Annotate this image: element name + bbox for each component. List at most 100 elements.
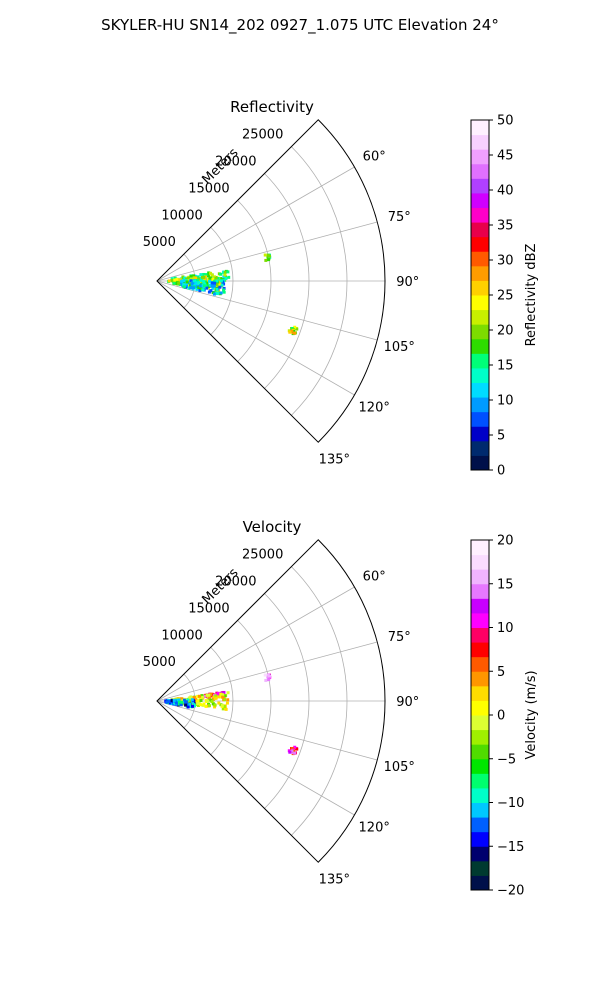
colorbar-band-3 — [471, 411, 489, 427]
echo-cluster-3 — [180, 278, 226, 296]
echo-gate — [199, 273, 203, 277]
colorbar-band-17 — [471, 207, 489, 223]
colorbar-band-12 — [471, 280, 489, 296]
echo-gate — [206, 274, 210, 278]
velocity-echoes — [164, 673, 299, 756]
echo-gate — [213, 705, 217, 709]
echo-gate — [215, 279, 219, 283]
colorbar-band-9 — [471, 744, 489, 760]
echo-gate — [175, 277, 179, 281]
echo-gate — [183, 276, 187, 280]
radial-tick-label-3: 20000 — [215, 155, 256, 170]
echo-gate — [221, 277, 225, 281]
echo-gate — [203, 275, 207, 279]
echo-gate — [223, 273, 227, 277]
colorbar-band-10 — [471, 309, 489, 325]
echo-gate — [205, 286, 209, 290]
azimuth-tick-label-2: 90° — [396, 695, 419, 710]
echo-gate — [195, 284, 199, 288]
echo-gate — [198, 288, 202, 292]
colorbar-tick-label-2: −10 — [497, 796, 524, 811]
echo-gate — [208, 696, 212, 700]
echo-gate — [167, 700, 171, 704]
echo-gate — [222, 270, 226, 274]
colorbar-band-22 — [471, 554, 489, 570]
echo-gate — [195, 282, 199, 286]
echo-gate — [222, 282, 226, 286]
echo-gate — [207, 704, 211, 708]
echo-gate — [202, 286, 206, 290]
echo-gate — [227, 275, 231, 279]
echo-cluster-3 — [164, 698, 196, 709]
colorbar-tick-label-1: 5 — [497, 429, 505, 444]
echo-gate — [167, 279, 171, 283]
echo-gate — [173, 276, 177, 280]
echo-gate — [203, 282, 207, 286]
figure-title: SKYLER-HU SN14_202 0927_1.075 UTC Elevat… — [101, 16, 499, 34]
echo-gate — [192, 703, 196, 707]
colorbar-tick-label-2: 10 — [497, 394, 514, 409]
echo-gate — [184, 700, 188, 704]
radial-tick-label-0: 5000 — [143, 655, 176, 670]
colorbar-band-16 — [471, 642, 489, 658]
colorbar-band-5 — [471, 802, 489, 818]
radial-tick-label-2: 15000 — [188, 601, 229, 616]
echo-gate — [223, 707, 227, 711]
echo-gate — [210, 699, 214, 703]
colorbar-band-1 — [471, 860, 489, 876]
echo-gate — [212, 284, 216, 288]
echo-gate — [199, 703, 203, 707]
echo-gate — [213, 279, 217, 283]
echo-gate — [186, 698, 190, 702]
colorbar-band-21 — [471, 149, 489, 165]
echo-cluster-4 — [287, 745, 299, 756]
echo-gate — [210, 277, 214, 281]
colorbar-band-15 — [471, 236, 489, 252]
echo-gate — [199, 699, 203, 703]
colorbar-band-22 — [471, 134, 489, 150]
echo-gate — [219, 277, 223, 281]
echo-gate — [203, 278, 207, 282]
echo-gate — [194, 697, 198, 701]
echo-gate — [222, 288, 226, 292]
echo-gate — [267, 258, 271, 262]
azimuth-tick-label-3: 105° — [384, 760, 415, 775]
echo-gate — [177, 700, 181, 704]
echo-gate — [190, 282, 194, 286]
echo-gate — [192, 274, 196, 278]
colorbar-band-11 — [471, 715, 489, 731]
reflectivity-echoes — [167, 253, 299, 336]
echo-gate — [182, 279, 186, 283]
echo-gate — [223, 270, 227, 274]
echo-gate — [293, 325, 297, 329]
echo-gate — [213, 281, 217, 285]
echo-gate — [197, 286, 201, 290]
echo-gate — [205, 693, 209, 697]
colorbar-label: Velocity (m/s) — [524, 670, 539, 759]
echo-gate — [188, 283, 192, 287]
colorbar-tick-label-6: 10 — [497, 621, 514, 636]
colorbar-tick-label-5: 25 — [497, 289, 514, 304]
echo-gate — [196, 699, 200, 703]
azimuth-spoke-0 — [156, 166, 355, 282]
colorbar-label: Reflectivity dBZ — [524, 244, 539, 347]
colorbar-tick-label-7: 35 — [497, 219, 514, 234]
azimuth-spoke-4 — [156, 700, 355, 816]
echo-gate — [173, 278, 177, 282]
echo-gate — [218, 285, 222, 289]
echo-gate — [190, 277, 194, 281]
echo-gate — [200, 275, 204, 279]
echo-gate — [189, 275, 193, 279]
echo-gate — [214, 696, 218, 700]
echo-gate — [204, 273, 208, 277]
echo-gate — [202, 275, 206, 279]
colorbar-band-2 — [471, 846, 489, 862]
echo-gate — [293, 751, 297, 755]
echo-gate — [222, 275, 226, 279]
azimuth-tick-label-4: 120° — [359, 820, 390, 835]
colorbar-band-23 — [471, 120, 489, 136]
echo-gate — [179, 703, 183, 707]
echo-gate — [174, 701, 178, 705]
echo-gate — [210, 281, 214, 285]
